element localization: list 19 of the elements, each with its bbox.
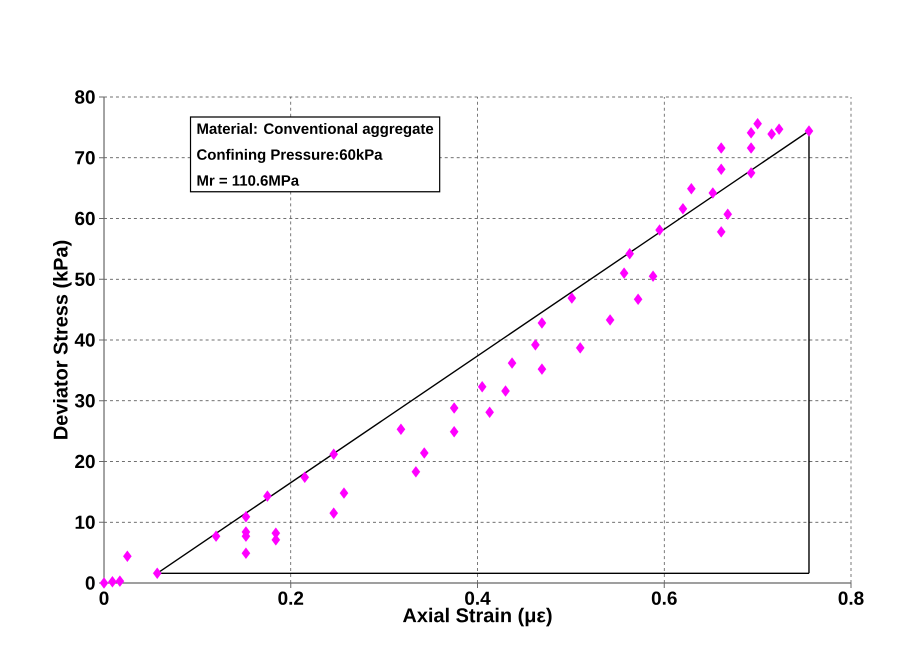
- y-tick-label: 20: [75, 454, 95, 468]
- y-tick-label: 10: [76, 516, 95, 529]
- x-tick-label: 0.8: [838, 591, 864, 605]
- y-tick-label: 0: [86, 576, 95, 590]
- x-axis-title: Axial Strain (με): [402, 608, 552, 626]
- y-tick-label: 70: [75, 151, 95, 164]
- x-tick-label: 0.6: [652, 591, 677, 605]
- x-tick-label: 0: [99, 591, 108, 605]
- annotation: Confining Pressure:60kPa: [197, 148, 383, 163]
- annotation: Material: Conventional aggregate: [197, 123, 434, 137]
- x-tick-label: 0.2: [278, 591, 304, 605]
- annotation: Mr = 110.6MPa: [197, 175, 300, 186]
- y-tick-label: 30: [74, 394, 95, 408]
- y-tick-label: 60: [75, 212, 95, 226]
- y-axis-title: Deviator Stress (kPa): [53, 240, 72, 439]
- y-tick-label: 80: [75, 90, 95, 104]
- x-tick-label: 0.4: [465, 591, 491, 605]
- y-tick-label: 50: [75, 272, 95, 286]
- y-tick-label: 40: [74, 333, 95, 347]
